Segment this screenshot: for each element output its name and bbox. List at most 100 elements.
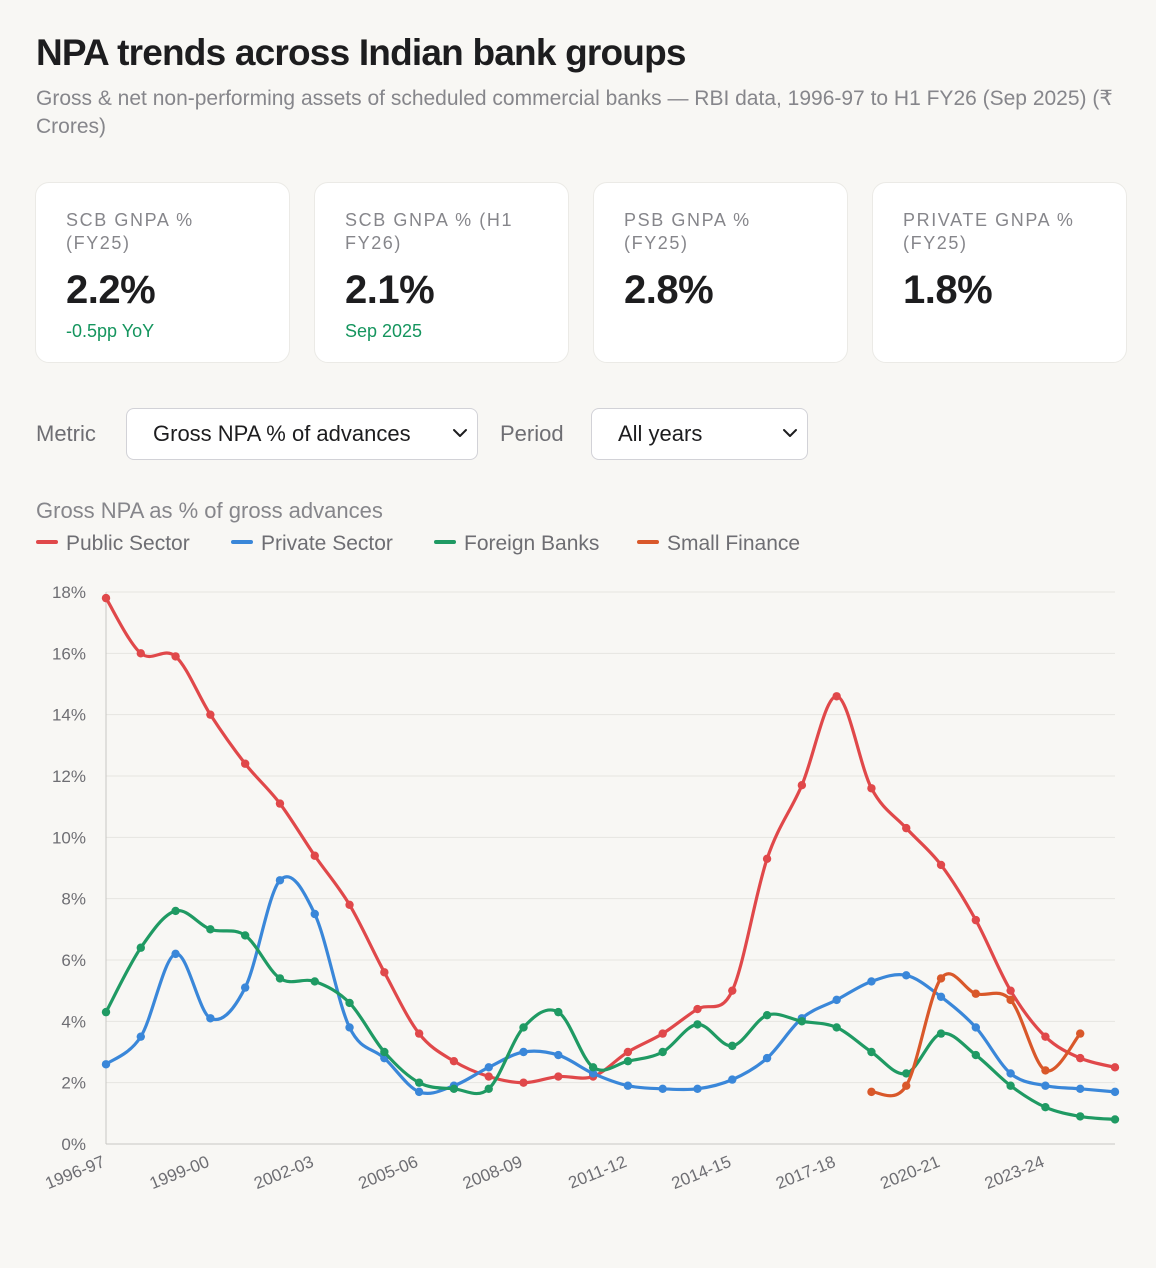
- data-point-public-sector[interactable]: [762, 854, 772, 863]
- data-point-public-sector[interactable]: [623, 1047, 633, 1057]
- data-point-private-sector[interactable]: [136, 1032, 145, 1041]
- data-point-private-sector[interactable]: [519, 1047, 528, 1057]
- x-tick-label: 1996-97: [43, 1152, 108, 1193]
- data-point-foreign-banks[interactable]: [658, 1047, 667, 1057]
- legend-item-small-finance[interactable]: Small Finance: [637, 532, 800, 556]
- data-point-private-sector[interactable]: [971, 1023, 981, 1032]
- data-point-private-sector[interactable]: [728, 1075, 737, 1084]
- data-point-small-finance[interactable]: [1041, 1066, 1050, 1075]
- data-point-public-sector[interactable]: [449, 1057, 459, 1066]
- data-point-public-sector[interactable]: [1076, 1053, 1085, 1063]
- data-point-public-sector[interactable]: [484, 1072, 493, 1081]
- data-point-private-sector[interactable]: [693, 1084, 702, 1093]
- data-point-public-sector[interactable]: [171, 652, 180, 661]
- data-point-foreign-banks[interactable]: [171, 906, 180, 916]
- data-point-foreign-banks[interactable]: [275, 974, 285, 983]
- data-point-small-finance[interactable]: [971, 989, 981, 998]
- data-point-foreign-banks[interactable]: [101, 1007, 111, 1017]
- data-point-public-sector[interactable]: [971, 915, 981, 925]
- data-point-foreign-banks[interactable]: [310, 977, 319, 986]
- data-point-foreign-banks[interactable]: [380, 1047, 389, 1057]
- data-point-small-finance[interactable]: [1076, 1029, 1085, 1038]
- data-point-public-sector[interactable]: [1006, 986, 1015, 995]
- data-point-foreign-banks[interactable]: [136, 943, 145, 952]
- data-point-private-sector[interactable]: [310, 909, 319, 919]
- legend-item-public-sector[interactable]: Public Sector: [36, 532, 190, 556]
- data-point-public-sector[interactable]: [136, 649, 145, 658]
- data-point-private-sector[interactable]: [414, 1087, 424, 1097]
- data-point-private-sector[interactable]: [1041, 1081, 1050, 1090]
- data-point-public-sector[interactable]: [693, 1004, 702, 1014]
- data-point-foreign-banks[interactable]: [1076, 1112, 1085, 1121]
- data-point-private-sector[interactable]: [206, 1014, 215, 1023]
- data-point-private-sector[interactable]: [240, 983, 250, 992]
- data-point-foreign-banks[interactable]: [728, 1041, 737, 1051]
- data-point-foreign-banks[interactable]: [414, 1078, 424, 1087]
- data-point-private-sector[interactable]: [936, 992, 946, 1001]
- data-point-foreign-banks[interactable]: [1110, 1115, 1120, 1124]
- data-point-public-sector[interactable]: [1110, 1063, 1120, 1072]
- data-point-private-sector[interactable]: [1006, 1069, 1015, 1078]
- data-point-private-sector[interactable]: [902, 971, 911, 980]
- data-point-public-sector[interactable]: [345, 900, 354, 909]
- data-point-foreign-banks[interactable]: [554, 1007, 563, 1017]
- data-point-public-sector[interactable]: [554, 1072, 563, 1081]
- data-point-small-finance[interactable]: [1006, 995, 1015, 1005]
- data-point-public-sector[interactable]: [797, 781, 807, 790]
- data-point-private-sector[interactable]: [623, 1081, 633, 1090]
- data-point-foreign-banks[interactable]: [693, 1020, 702, 1029]
- metric-select[interactable]: Gross NPA % of advances: [126, 408, 478, 460]
- data-point-public-sector[interactable]: [275, 799, 285, 808]
- data-point-private-sector[interactable]: [1110, 1087, 1120, 1097]
- data-point-small-finance[interactable]: [902, 1081, 911, 1090]
- data-point-private-sector[interactable]: [1076, 1084, 1085, 1093]
- data-point-foreign-banks[interactable]: [623, 1057, 633, 1066]
- data-point-private-sector[interactable]: [588, 1069, 598, 1078]
- data-point-public-sector[interactable]: [380, 968, 389, 977]
- data-point-small-finance[interactable]: [867, 1087, 876, 1097]
- data-point-public-sector[interactable]: [240, 759, 250, 768]
- data-point-private-sector[interactable]: [762, 1053, 772, 1063]
- data-point-private-sector[interactable]: [101, 1060, 111, 1069]
- data-point-foreign-banks[interactable]: [971, 1050, 981, 1060]
- data-point-foreign-banks[interactable]: [588, 1063, 598, 1072]
- data-point-public-sector[interactable]: [867, 784, 876, 793]
- data-point-foreign-banks[interactable]: [206, 925, 215, 934]
- data-point-public-sector[interactable]: [832, 692, 841, 701]
- data-point-private-sector[interactable]: [658, 1084, 667, 1093]
- data-point-private-sector[interactable]: [484, 1063, 493, 1072]
- data-point-private-sector[interactable]: [867, 977, 876, 986]
- data-point-public-sector[interactable]: [206, 710, 215, 719]
- data-point-public-sector[interactable]: [414, 1029, 424, 1038]
- period-select[interactable]: All years: [591, 408, 808, 460]
- data-point-public-sector[interactable]: [936, 860, 946, 870]
- data-point-foreign-banks[interactable]: [832, 1023, 841, 1032]
- data-point-small-finance[interactable]: [936, 974, 946, 983]
- data-point-foreign-banks[interactable]: [345, 998, 354, 1008]
- legend-item-private-sector[interactable]: Private Sector: [231, 532, 393, 556]
- data-point-private-sector[interactable]: [171, 949, 180, 959]
- data-point-foreign-banks[interactable]: [902, 1069, 911, 1078]
- data-point-public-sector[interactable]: [658, 1029, 667, 1038]
- data-point-foreign-banks[interactable]: [240, 931, 250, 940]
- data-point-public-sector[interactable]: [519, 1078, 528, 1087]
- data-point-public-sector[interactable]: [101, 593, 111, 603]
- data-point-foreign-banks[interactable]: [1006, 1081, 1015, 1090]
- data-point-private-sector[interactable]: [345, 1023, 354, 1032]
- legend-item-foreign-banks[interactable]: Foreign Banks: [434, 532, 599, 556]
- data-point-public-sector[interactable]: [1041, 1032, 1050, 1041]
- data-point-foreign-banks[interactable]: [762, 1011, 772, 1020]
- data-point-private-sector[interactable]: [275, 876, 285, 885]
- data-point-public-sector[interactable]: [310, 851, 319, 860]
- data-point-foreign-banks[interactable]: [484, 1084, 493, 1093]
- data-point-foreign-banks[interactable]: [867, 1047, 876, 1057]
- data-point-foreign-banks[interactable]: [449, 1084, 459, 1093]
- data-point-public-sector[interactable]: [902, 823, 911, 833]
- data-point-private-sector[interactable]: [832, 995, 841, 1005]
- data-point-foreign-banks[interactable]: [936, 1029, 946, 1038]
- data-point-public-sector[interactable]: [728, 986, 737, 995]
- data-point-foreign-banks[interactable]: [1041, 1103, 1050, 1112]
- data-point-foreign-banks[interactable]: [797, 1017, 807, 1026]
- data-point-foreign-banks[interactable]: [519, 1023, 528, 1032]
- data-point-private-sector[interactable]: [554, 1050, 563, 1060]
